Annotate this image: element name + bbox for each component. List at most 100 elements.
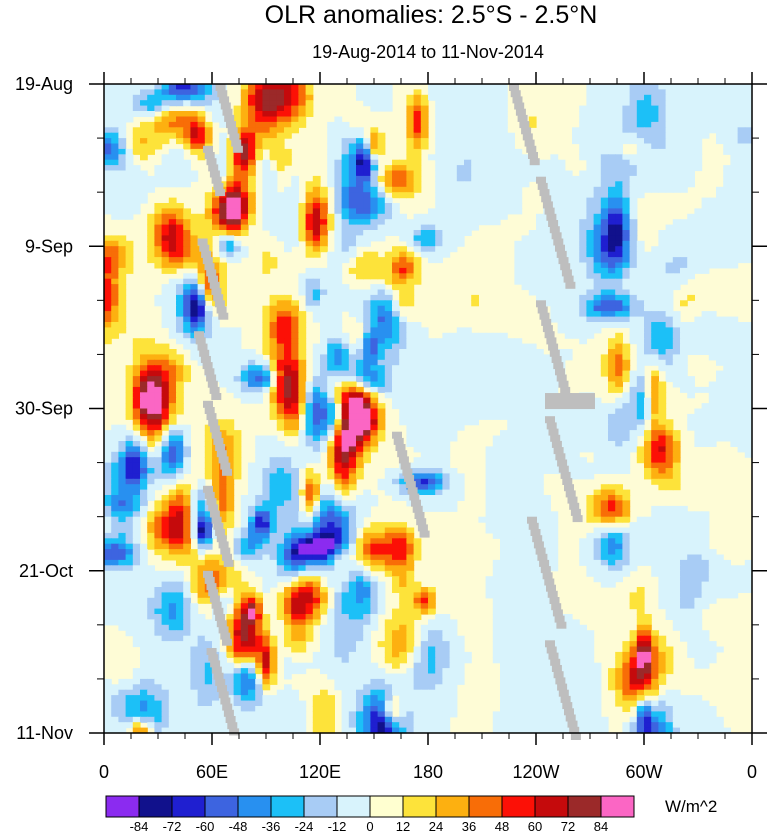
anomaly-cell	[183, 435, 191, 442]
anomaly-cell	[269, 408, 278, 415]
anomaly-cell	[579, 116, 587, 123]
anomaly-cell	[586, 500, 595, 507]
anomaly-cell	[543, 354, 551, 361]
anomaly-cell	[723, 121, 731, 128]
anomaly-cell	[291, 413, 299, 420]
anomaly-cell	[118, 273, 127, 280]
anomaly-cell	[636, 84, 645, 90]
anomaly-cell	[197, 484, 206, 491]
anomaly-cell	[716, 224, 724, 231]
anomaly-cell	[384, 94, 393, 101]
anomaly-cell	[608, 457, 616, 464]
anomaly-cell	[507, 392, 515, 399]
anomaly-cell	[550, 175, 559, 182]
anomaly-cell	[435, 138, 443, 145]
anomaly-cell	[442, 419, 451, 426]
anomaly-cell	[312, 251, 321, 258]
anomaly-cell	[658, 116, 667, 123]
anomaly-cell	[111, 105, 119, 112]
anomaly-cell	[212, 219, 220, 226]
anomaly-cell	[600, 181, 609, 188]
anomaly-cell	[276, 219, 285, 226]
anomaly-cell	[356, 294, 364, 301]
anomaly-cell	[413, 175, 422, 182]
anomaly-cell	[593, 462, 602, 469]
anomaly-cell	[521, 354, 530, 361]
anomaly-cell	[384, 294, 393, 301]
anomaly-cell	[608, 230, 616, 236]
anomaly-cell	[608, 105, 616, 112]
anomaly-cell	[219, 278, 227, 285]
anomaly-cell	[226, 457, 235, 464]
anomaly-cell	[363, 235, 371, 242]
anomaly-cell	[579, 468, 587, 474]
anomaly-cell	[514, 451, 523, 458]
anomaly-cell	[716, 192, 724, 199]
anomaly-cell	[255, 370, 263, 377]
anomaly-cell	[363, 435, 371, 442]
anomaly-cell	[579, 446, 587, 453]
anomaly-cell	[672, 84, 681, 90]
anomaly-cell	[168, 451, 177, 458]
anomaly-cell	[154, 224, 163, 231]
anomaly-cell	[600, 305, 609, 312]
anomaly-cell	[197, 121, 206, 128]
anomaly-cell	[240, 89, 249, 96]
anomaly-cell	[248, 84, 256, 90]
anomaly-cell	[204, 203, 213, 209]
anomaly-cell	[248, 94, 256, 101]
anomaly-cell	[636, 251, 645, 258]
anomaly-cell	[428, 473, 436, 480]
anomaly-cell	[291, 473, 299, 480]
anomaly-cell	[348, 305, 357, 312]
anomaly-cell	[363, 430, 371, 437]
anomaly-cell	[514, 462, 523, 469]
anomaly-cell	[420, 240, 429, 247]
anomaly-cell	[456, 224, 465, 231]
anomaly-cell	[420, 132, 429, 139]
anomaly-cell	[536, 473, 544, 480]
anomaly-cell	[190, 148, 199, 155]
anomaly-cell	[615, 94, 623, 101]
anomaly-cell	[197, 489, 206, 496]
anomaly-cell	[521, 403, 530, 410]
anomaly-cell	[744, 208, 753, 215]
anomaly-cell	[435, 224, 443, 231]
anomaly-cell	[615, 219, 623, 226]
anomaly-cell	[600, 273, 609, 280]
anomaly-cell	[356, 192, 364, 199]
anomaly-cell	[478, 213, 487, 220]
anomaly-cell	[471, 419, 479, 426]
anomaly-cell	[233, 257, 242, 264]
anomaly-cell	[305, 451, 314, 458]
anomaly-cell	[262, 457, 271, 464]
anomaly-cell	[651, 84, 659, 90]
anomaly-cell	[226, 246, 235, 253]
anomaly-cell	[363, 165, 371, 172]
anomaly-cell	[500, 462, 508, 469]
anomaly-cell	[240, 365, 249, 372]
anomaly-cell	[212, 365, 220, 372]
anomaly-cell	[147, 413, 155, 420]
anomaly-cell	[428, 94, 436, 101]
anomaly-cell	[320, 430, 328, 437]
anomaly-cell	[672, 267, 681, 274]
anomaly-cell	[701, 257, 710, 264]
anomaly-cell	[500, 495, 508, 501]
anomaly-cell	[140, 457, 148, 464]
anomaly-cell	[636, 165, 645, 172]
anomaly-cell	[593, 121, 602, 128]
anomaly-cell	[413, 462, 422, 469]
anomaly-cell	[514, 500, 523, 507]
anomaly-cell	[586, 175, 595, 182]
anomaly-cell	[730, 419, 739, 426]
anomaly-cell	[600, 240, 609, 247]
anomaly-cell	[248, 154, 256, 161]
anomaly-cell	[435, 446, 443, 453]
anomaly-cell	[435, 349, 443, 355]
anomaly-cell	[442, 505, 451, 512]
anomaly-cell	[269, 170, 278, 177]
anomaly-cell	[442, 370, 451, 377]
anomaly-cell	[104, 322, 112, 328]
anomaly-cell	[528, 500, 537, 507]
